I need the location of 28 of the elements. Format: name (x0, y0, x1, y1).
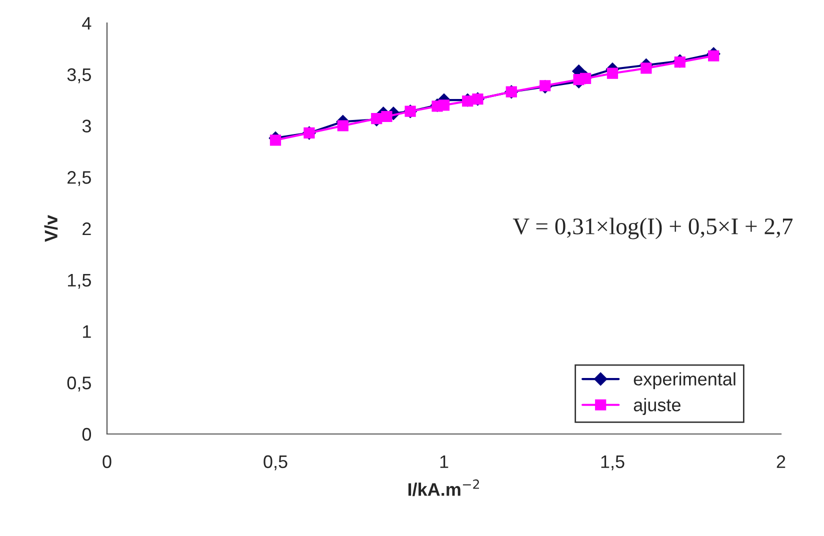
y-tick-label: 1 (83, 325, 91, 338)
point (438, 100, 450, 111)
point (606, 68, 618, 79)
y-tick-label: 0,5 (67, 376, 91, 392)
x-tick-label: 1 (440, 455, 448, 468)
point (337, 120, 348, 132)
legend-label: experimental (634, 372, 736, 390)
point (270, 134, 282, 146)
y-tick-label: 4 (82, 17, 92, 30)
y-tick-label: 3,5 (67, 68, 91, 84)
point (462, 96, 474, 107)
x-tick-label: 2 (776, 455, 786, 468)
y-tick-label: 3 (82, 120, 91, 132)
y-tick-label: 1,5 (68, 274, 91, 289)
y-tick-label: 2,5 (68, 171, 91, 186)
point (381, 110, 392, 122)
point (540, 80, 551, 92)
x-tick-label: 0 (102, 455, 112, 468)
y-tick-label: 2 (82, 222, 91, 236)
x-axis-title: I/kA.m$^{−2}$ (408, 479, 479, 496)
legend-label: ajuste (634, 398, 680, 415)
point (640, 62, 652, 74)
y-axis-title: V/v (44, 215, 58, 242)
point (708, 50, 720, 62)
x-tick-label: 1,5 (601, 455, 624, 470)
x-tick-label: 0,5 (264, 455, 288, 470)
annotation: V = 0,31×log(I) + 0,5×I + 2,7 (512, 218, 793, 240)
y-tick-label: 0 (82, 428, 92, 441)
